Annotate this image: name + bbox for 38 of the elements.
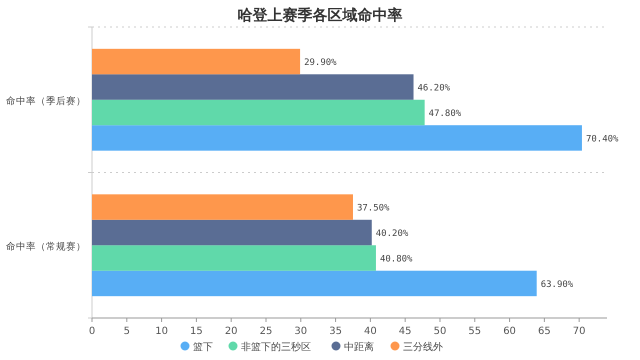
x-tick-label: 55 [468,326,482,337]
bar [92,194,353,220]
x-tick-label: 35 [329,326,342,337]
legend-label: 篮下 [193,342,213,353]
bar [92,270,537,296]
data-label: 40.20% [376,229,409,240]
bar [92,220,372,246]
bar [92,48,300,74]
x-tick-label: 10 [155,326,168,337]
legend-label: 非篮下的三秒区 [241,341,311,353]
x-tick-label: 20 [224,326,238,337]
bar [92,74,414,100]
x-tick-label: 60 [503,326,516,337]
x-tick-label: 45 [398,326,412,337]
y-tick-label: 命中率（常规赛） [6,240,86,252]
bar [92,125,582,151]
x-tick-label: 5 [124,326,130,337]
legend-label: 中距离 [344,341,374,353]
data-label: 29.90% [304,58,338,68]
x-tick-label: 0 [88,326,96,337]
bar [92,245,376,271]
legend-label: 三分线外 [403,341,443,353]
data-label: 63.90% [540,280,574,290]
data-label: 40.80% [380,254,414,264]
x-tick-label: 25 [260,326,272,337]
chart-title: 哈登上赛季各区域命中率 [238,6,402,24]
data-label: 47.80% [428,108,462,119]
x-tick-label: 15 [190,326,203,337]
x-tick-label: 70 [572,326,586,337]
bar [92,100,425,126]
x-tick-label: 30 [294,326,308,337]
x-tick-label: 50 [434,326,446,337]
x-tick-label: 65 [538,326,551,337]
data-label: 37.50% [356,204,390,214]
data-label: 46.20% [418,84,451,94]
data-label: 70.40% [586,134,620,144]
x-tick-label: 40 [364,326,377,337]
y-tick-label: 命中率（季后赛） [6,94,86,107]
